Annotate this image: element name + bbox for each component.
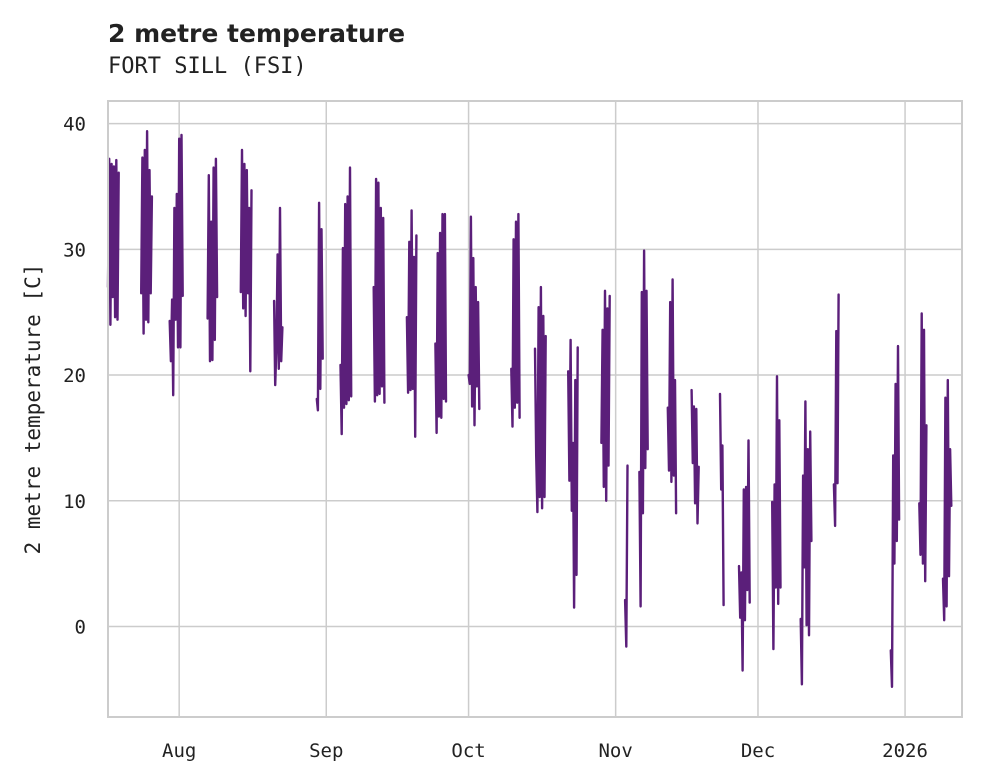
temperature-series-segment: [139, 129, 154, 335]
y-tick-label: 20: [63, 365, 86, 387]
y-tick-label: 10: [63, 491, 86, 513]
temperature-series-segment: [771, 375, 782, 651]
temperature-series-segment: [718, 392, 725, 607]
y-axis-label: 2 metre temperature [C]: [21, 264, 45, 555]
x-tick-label: 2026: [882, 740, 928, 762]
chart-title: 2 metre temperature: [108, 19, 405, 48]
temperature-series-segment: [799, 400, 813, 686]
temperature-series-segment: [941, 378, 953, 622]
temperature-series-segment: [533, 285, 547, 514]
temperature-series-segment: [737, 439, 751, 672]
y-tick-label: 40: [63, 114, 86, 136]
temperature-series-segment: [239, 148, 253, 373]
temperature-series-segment: [168, 133, 184, 397]
x-tick-label: Dec: [741, 740, 775, 762]
x-tick-label: Aug: [162, 740, 196, 762]
x-tick-label: Oct: [451, 740, 485, 762]
x-tick-labels: Aug Sep Oct Nov Dec 2026: [162, 740, 928, 762]
temperature-series-segment: [567, 338, 579, 609]
temperature-series-segment: [315, 201, 324, 412]
temperature-series-segment: [339, 166, 353, 436]
temperature-series-segment: [372, 177, 386, 404]
temperature-series-segment: [666, 278, 678, 515]
series-group: [106, 129, 953, 688]
x-tick-label: Nov: [598, 740, 632, 762]
plot-frame: [107, 100, 963, 718]
temperature-series-segment: [434, 212, 448, 435]
temperature-series-segment: [918, 312, 928, 583]
temperature-series-segment: [405, 209, 418, 438]
temperature-series-segment: [623, 464, 629, 648]
x-tick-label: Sep: [309, 740, 343, 762]
y-tick-labels: 0 10 20 30 40: [63, 114, 86, 639]
temperature-series-segment: [206, 157, 219, 363]
temperature-series-segment: [832, 293, 840, 528]
temperature-series-segment: [272, 206, 284, 387]
chart-subtitle: FORT SILL (FSI): [108, 54, 307, 79]
temperature-series-segment: [638, 249, 649, 608]
temperature-series-segment: [889, 344, 901, 688]
y-tick-label: 0: [75, 616, 86, 638]
temperature-series-segment: [690, 388, 700, 525]
temperature-series-segment: [600, 289, 611, 502]
temperature-series-segment: [467, 215, 481, 427]
temperature-series-segment: [106, 157, 120, 326]
y-tick-label: 30: [63, 239, 86, 261]
temperature-series-segment: [510, 212, 521, 428]
